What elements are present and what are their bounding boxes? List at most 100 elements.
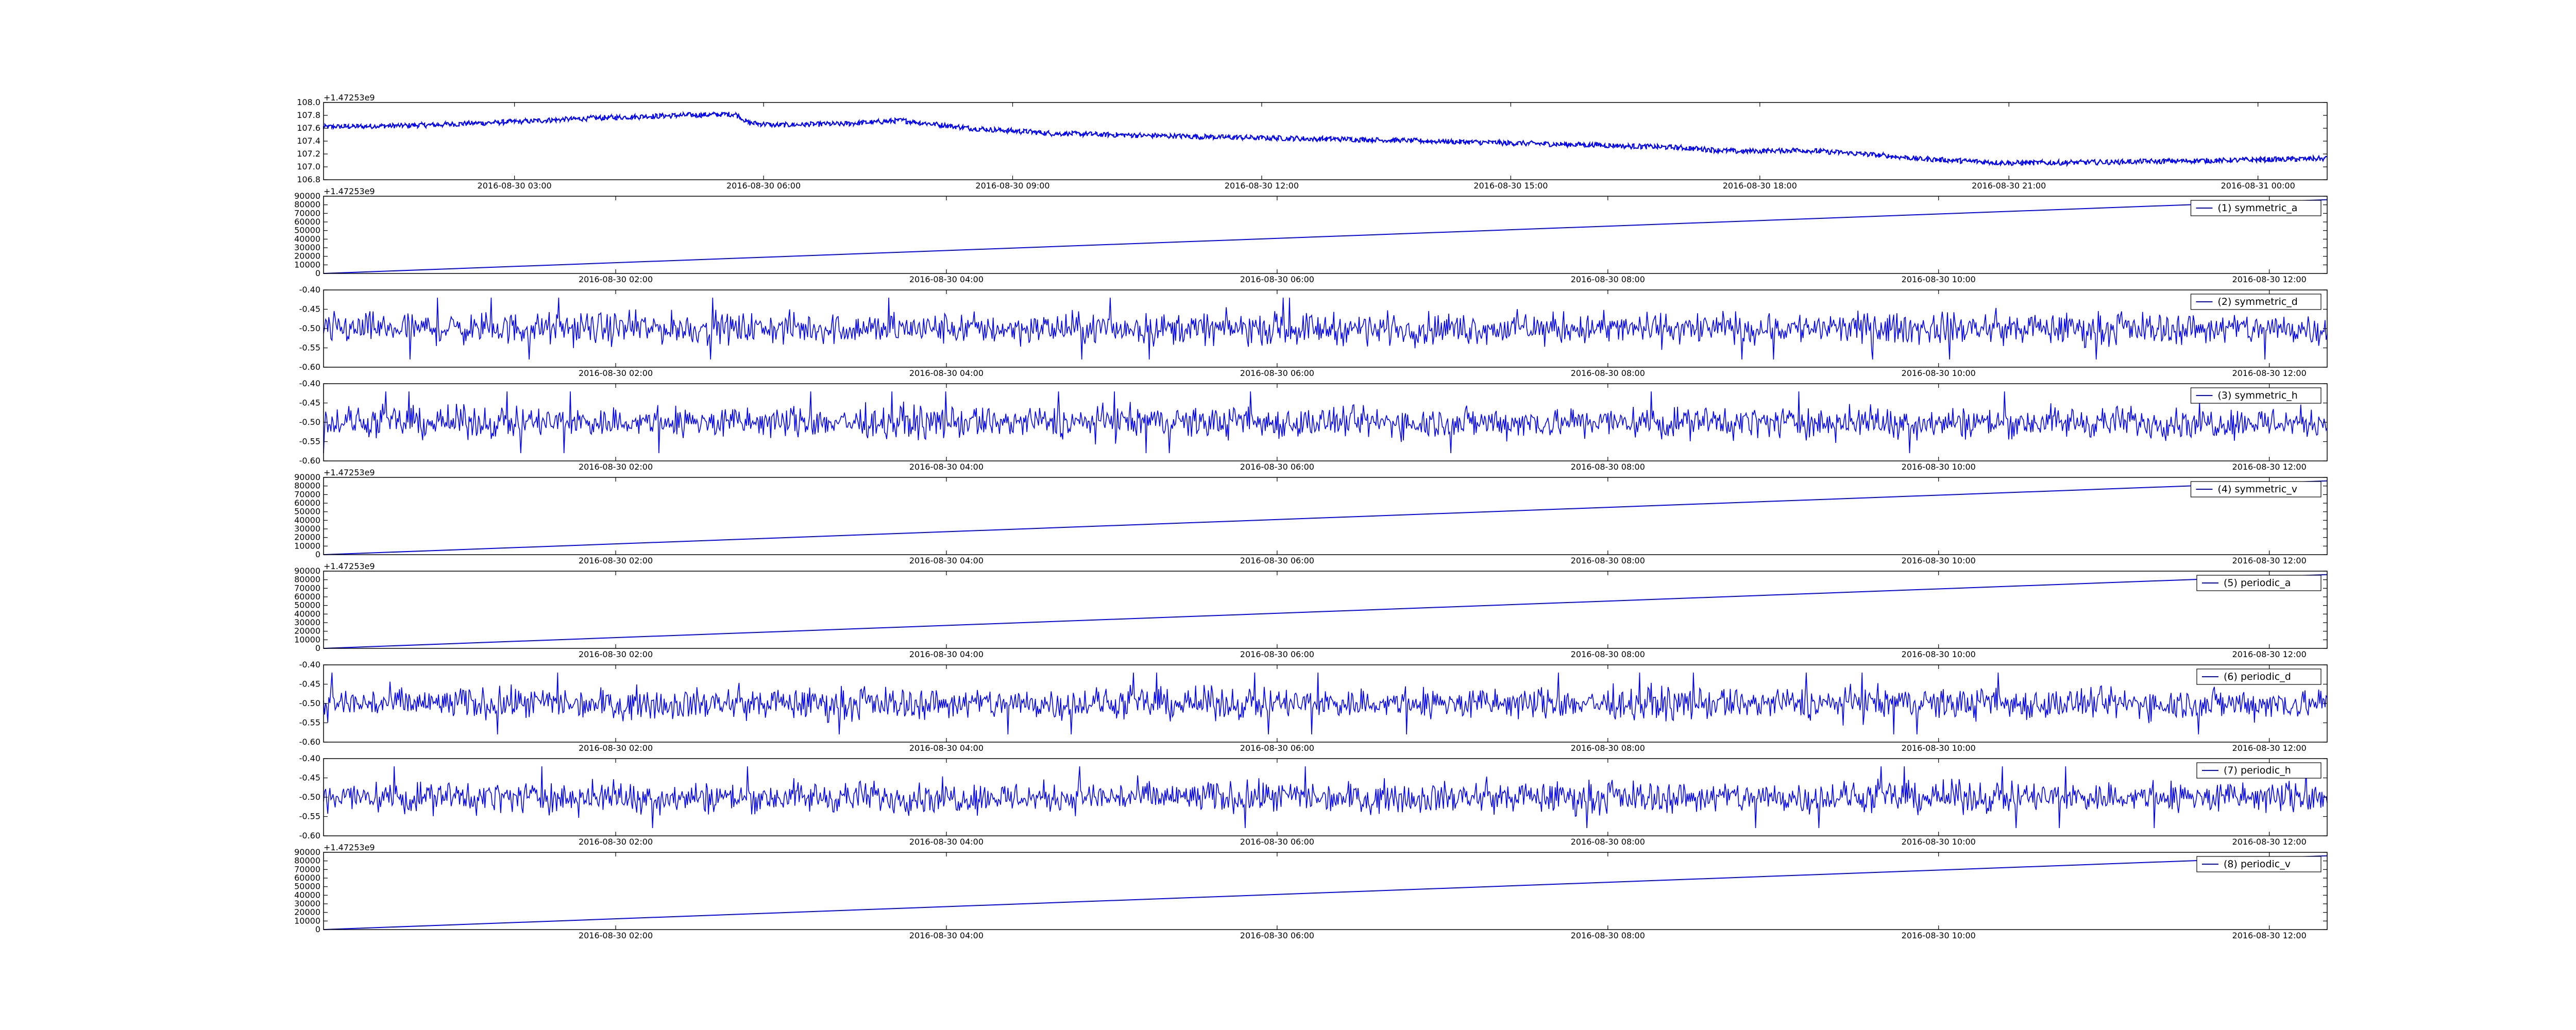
x-tick-label: 2016-08-30 02:00: [579, 462, 653, 472]
y-tick-label: 20000: [294, 907, 320, 917]
y-tick-label: 10000: [294, 260, 320, 269]
y-tick-label: -0.55: [299, 437, 320, 447]
x-tick-label: 2016-08-30 08:00: [1571, 931, 1645, 940]
x-tick-label: 2016-08-30 02:00: [579, 556, 653, 565]
y-tick-label: 40000: [294, 234, 320, 244]
x-tick-label: 2016-08-30 10:00: [1902, 743, 1976, 753]
legend: (7) periodic_h: [2196, 762, 2321, 779]
legend-label: (3) symmetric_h: [2218, 390, 2298, 401]
x-tick-label: 2016-08-30 10:00: [1902, 931, 1976, 940]
x-tick-label: 2016-08-30 06:00: [1240, 368, 1314, 378]
y-tick-label: -0.50: [299, 323, 320, 333]
series-line: [323, 574, 2328, 649]
y-tick-label: -0.40: [299, 660, 320, 670]
legend: (2) symmetric_d: [2190, 294, 2321, 310]
x-tick-label: 2016-08-30 21:00: [1972, 181, 2046, 191]
y-tick-label: 90000: [294, 472, 320, 482]
y-tick-label: 60000: [294, 873, 320, 883]
x-tick-label: 2016-08-30 12:00: [2232, 649, 2307, 659]
axes-frame: [323, 852, 2328, 930]
x-tick-label: 2016-08-30 04:00: [909, 368, 984, 378]
y-tick-label: 107.0: [297, 162, 320, 171]
axes-frame: [323, 477, 2328, 555]
axes-frame: [323, 289, 2328, 368]
series-line: [323, 391, 2328, 454]
y-tick-label: 50000: [294, 882, 320, 891]
x-tick-label: 2016-08-30 10:00: [1902, 274, 1976, 284]
series-line: [323, 199, 2328, 274]
chart-panel-4: -0.60 -0.55 -0.50 -0.45 -0.40 2016-08-30 02:0…: [299, 379, 2328, 472]
y-tick-label: -0.50: [299, 792, 320, 802]
series-line: [323, 480, 2328, 555]
series-line: [323, 855, 2328, 930]
axes-frame: [323, 383, 2328, 461]
y-tick-label: 0: [315, 924, 320, 934]
x-tick-label: 2016-08-31 00:00: [2221, 181, 2295, 191]
x-tick-label: 2016-08-30 04:00: [909, 462, 984, 472]
legend-label: (8) periodic_v: [2224, 859, 2291, 870]
axes-frame: [323, 196, 2328, 274]
y-tick-label: 20000: [294, 626, 320, 636]
y-tick-label: 40000: [294, 609, 320, 619]
y-tick-label: 108.0: [297, 97, 320, 107]
x-tick-label: 2016-08-30 10:00: [1902, 368, 1976, 378]
y-tick-label: 30000: [294, 899, 320, 908]
y-tick-label: -0.50: [299, 698, 320, 708]
axes-frame: [323, 664, 2328, 743]
y-tick-label: -0.55: [299, 812, 320, 821]
x-tick-label: 2016-08-30 06:00: [1240, 556, 1314, 565]
x-tick-label: 2016-08-30 12:00: [2232, 368, 2307, 378]
y-tick-label: 10000: [294, 541, 320, 551]
y-tick-label: 90000: [294, 191, 320, 201]
x-tick-label: 2016-08-30 08:00: [1571, 462, 1645, 472]
y-tick-label: -0.45: [299, 398, 320, 408]
x-tick-label: 2016-08-30 09:00: [975, 181, 1049, 191]
x-tick-label: 2016-08-30 04:00: [909, 837, 984, 847]
x-tick-label: 2016-08-30 06:00: [1240, 837, 1314, 847]
y-tick-label: 40000: [294, 890, 320, 900]
y-tick-label: 70000: [294, 583, 320, 593]
legend: (3) symmetric_h: [2190, 387, 2321, 404]
y-tick-label: 30000: [294, 617, 320, 627]
y-tick-label: 20000: [294, 533, 320, 542]
legend-label: (2) symmetric_d: [2218, 296, 2298, 307]
y-tick-label: -0.45: [299, 773, 320, 783]
y-tick-label: 90000: [294, 847, 320, 857]
y-tick-label: 106.8: [297, 175, 320, 184]
y-tick-label: 50000: [294, 226, 320, 235]
series-line: [323, 111, 2328, 167]
y-tick-label: 0: [315, 643, 320, 653]
x-tick-label: 2016-08-30 02:00: [579, 649, 653, 659]
series-line: [323, 766, 2328, 829]
x-tick-label: 2016-08-30 06:00: [1240, 462, 1314, 472]
x-tick-label: 2016-08-30 04:00: [909, 931, 984, 940]
x-tick-label: 2016-08-30 03:00: [478, 181, 552, 191]
y-tick-label: 60000: [294, 498, 320, 508]
y-tick-label: -0.60: [299, 362, 320, 372]
y-tick-label: 40000: [294, 515, 320, 525]
series-line: [323, 672, 2328, 735]
legend: (4) symmetric_v: [2190, 481, 2321, 497]
x-tick-label: 2016-08-30 08:00: [1571, 649, 1645, 659]
x-tick-label: 2016-08-30 02:00: [579, 837, 653, 847]
x-tick-label: 2016-08-30 18:00: [1723, 181, 1797, 191]
x-tick-label: 2016-08-30 10:00: [1902, 462, 1976, 472]
legend: (8) periodic_v: [2196, 856, 2321, 872]
y-tick-label: 0: [315, 550, 320, 559]
chart-panel-3: -0.60 -0.55 -0.50 -0.45 -0.40 2016-08-30 02:0…: [299, 285, 2328, 378]
y-tick-label: 50000: [294, 507, 320, 517]
legend: (6) periodic_d: [2196, 668, 2321, 685]
y-tick-label: 10000: [294, 634, 320, 644]
x-tick-label: 2016-08-30 15:00: [1473, 181, 1548, 191]
x-tick-label: 2016-08-30 02:00: [579, 368, 653, 378]
x-tick-label: 2016-08-30 06:00: [1240, 649, 1314, 659]
chart-panel-8: -0.60 -0.55 -0.50 -0.45 -0.40 2016-08-30 02:0…: [299, 753, 2328, 847]
x-tick-label: 2016-08-30 06:00: [726, 181, 801, 191]
y-tick-label: 107.8: [297, 110, 320, 120]
chart-panel-7: -0.60 -0.55 -0.50 -0.45 -0.40 2016-08-30 02:0…: [299, 660, 2328, 753]
x-offset-label: +1.47253e9: [324, 561, 375, 571]
x-tick-label: 2016-08-30 06:00: [1240, 931, 1314, 940]
y-tick-label: -0.50: [299, 417, 320, 427]
series-line: [323, 297, 2328, 360]
x-tick-label: 2016-08-30 08:00: [1571, 837, 1645, 847]
